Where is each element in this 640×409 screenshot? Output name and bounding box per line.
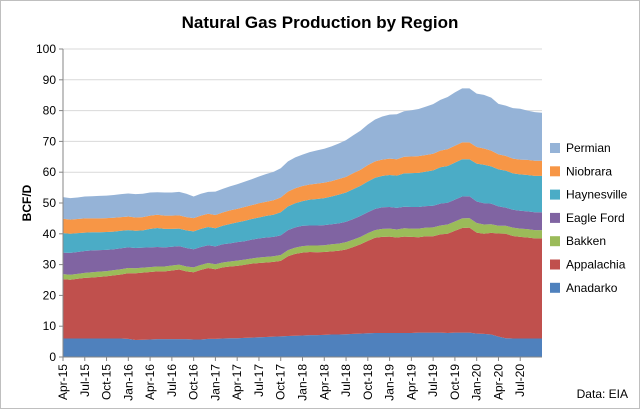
x-tick-label: Jul-16: [165, 364, 179, 397]
y-tick-label: 70: [43, 134, 57, 148]
x-tick-label: Oct-17: [274, 364, 288, 400]
area-series: [63, 88, 542, 357]
axes: [59, 48, 542, 361]
x-tick-labels: Apr-15 Jul-15 Oct-15 Jan-16 Apr-16 Jul-16 Oct-…: [56, 364, 527, 401]
x-tick-label: Jul-18: [339, 364, 353, 397]
legend-label-appalachia: Appalachia: [566, 258, 626, 272]
legend-swatch-anadarko: [550, 282, 560, 293]
y-tick-label: 100: [36, 42, 56, 56]
area-eagle-ford: [63, 196, 542, 275]
y-tick-label: 40: [43, 227, 57, 241]
legend-label-niobrara: Niobrara: [566, 164, 612, 178]
x-tick-label: Oct-19: [448, 364, 462, 400]
x-tick-label: Jul-17: [252, 364, 266, 397]
y-tick-label: 60: [43, 165, 57, 179]
x-tick-label: Jan-20: [470, 364, 484, 401]
area-appalachia: [63, 227, 542, 341]
y-tick-label: 10: [43, 319, 57, 333]
y-tick-label: 80: [43, 104, 57, 118]
x-tick-label: Jan-18: [296, 364, 310, 401]
y-axis-label: BCF/D: [20, 184, 34, 221]
x-tick-label: Oct-18: [361, 364, 375, 400]
chart-title: Natural Gas Production by Region: [182, 13, 459, 32]
y-tick-label: 50: [43, 196, 57, 210]
x-tick-label: Jan-19: [383, 364, 397, 401]
x-tick-label: Jul-15: [78, 364, 92, 397]
x-tick-label: Oct-15: [100, 364, 114, 400]
area-permian: [63, 88, 542, 220]
x-tick-label: Apr-17: [230, 364, 244, 400]
legend-swatch-niobrara: [550, 166, 560, 177]
x-tick-label: Jan-17: [208, 364, 222, 401]
area-haynesville: [63, 159, 542, 253]
legend-label-haynesville: Haynesville: [566, 188, 628, 202]
x-tick-label: Oct-16: [187, 364, 201, 400]
x-tick-label: Jan-16: [121, 364, 135, 401]
legend-label-eagle-ford: Eagle Ford: [566, 211, 625, 225]
source-note: Data: EIA: [577, 387, 628, 401]
y-tick-label: 30: [43, 258, 57, 272]
y-tick-label: 20: [43, 288, 57, 302]
legend-swatch-appalachia: [550, 259, 560, 270]
x-tick-label: Jul-19: [426, 364, 440, 397]
legend-label-bakken: Bakken: [566, 234, 606, 248]
legend-label-permian: Permian: [566, 141, 611, 155]
x-tick-label: Jul-20: [513, 364, 527, 397]
y-tick-labels: 0 10 20 30 40 50 60 70 80 90 100: [36, 42, 56, 364]
x-tick-label: Apr-18: [317, 364, 331, 400]
legend-swatch-eagle-ford: [550, 212, 560, 223]
legend-swatch-permian: [550, 143, 560, 153]
y-tick-label: 0: [49, 350, 56, 364]
legend-label-anadarko: Anadarko: [566, 281, 618, 295]
area-niobrara: [63, 142, 542, 234]
x-tick-label: Apr-15: [56, 364, 70, 400]
area-bakken: [63, 218, 542, 280]
area-anadarko: [63, 332, 542, 357]
x-tick-label: Apr-16: [143, 364, 157, 400]
x-tick-label: Apr-19: [404, 364, 418, 400]
legend-swatch-bakken: [550, 236, 560, 247]
y-tick-label: 90: [43, 73, 57, 87]
legend: Permian Niobrara Haynesville Eagle Ford Bakk…: [550, 141, 628, 295]
x-tick-label: Apr-20: [491, 364, 505, 400]
legend-swatch-haynesville: [550, 189, 560, 200]
